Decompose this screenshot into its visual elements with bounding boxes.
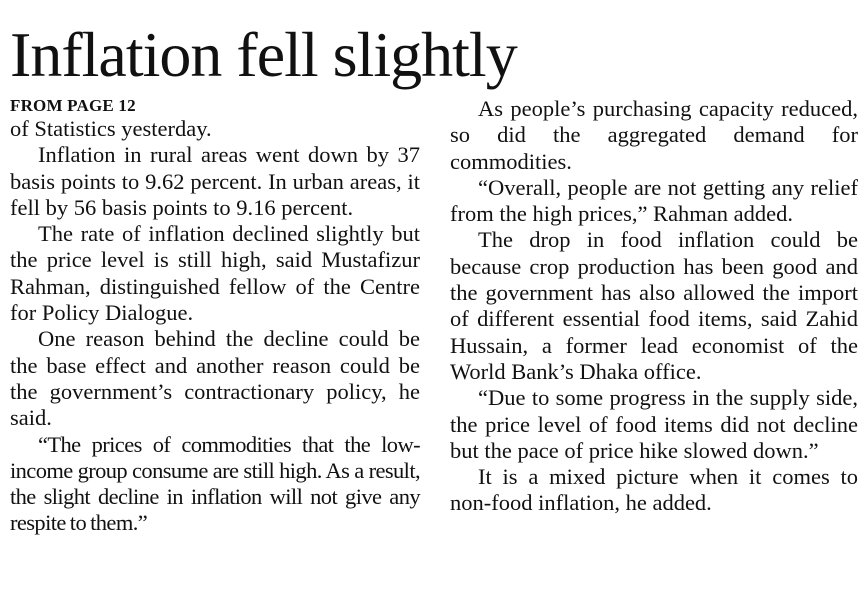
jump-line: FROM PAGE 12 [10,96,136,115]
paragraph: “The prices of commodities that the low-… [10,431,421,536]
article-body: FROM PAGE 12 of Statistics yesterday. In… [10,96,858,537]
paragraph: of Statistics yesterday. [10,116,212,141]
paragraph: One reason behind the decline could be t… [10,326,420,431]
paragraph: The drop in food inflation could be beca… [450,227,858,384]
paragraph: “Due to some progress in the supply side… [450,385,858,463]
paragraph: The rate of inflation declined slightly … [10,221,420,326]
headline: Inflation fell slightly [10,19,518,90]
paragraph: It is a mixed picture when it comes to n… [450,464,858,516]
right-column: As people’s purchasing capacity reduced,… [450,96,858,537]
paragraph: “Overall, people are not getting any rel… [450,174,858,227]
paragraph: As people’s purchasing capacity reduced,… [450,96,858,174]
paragraph: Inflation in rural areas went down by 37… [10,142,420,220]
left-column: FROM PAGE 12 of Statistics yesterday. In… [10,96,421,537]
